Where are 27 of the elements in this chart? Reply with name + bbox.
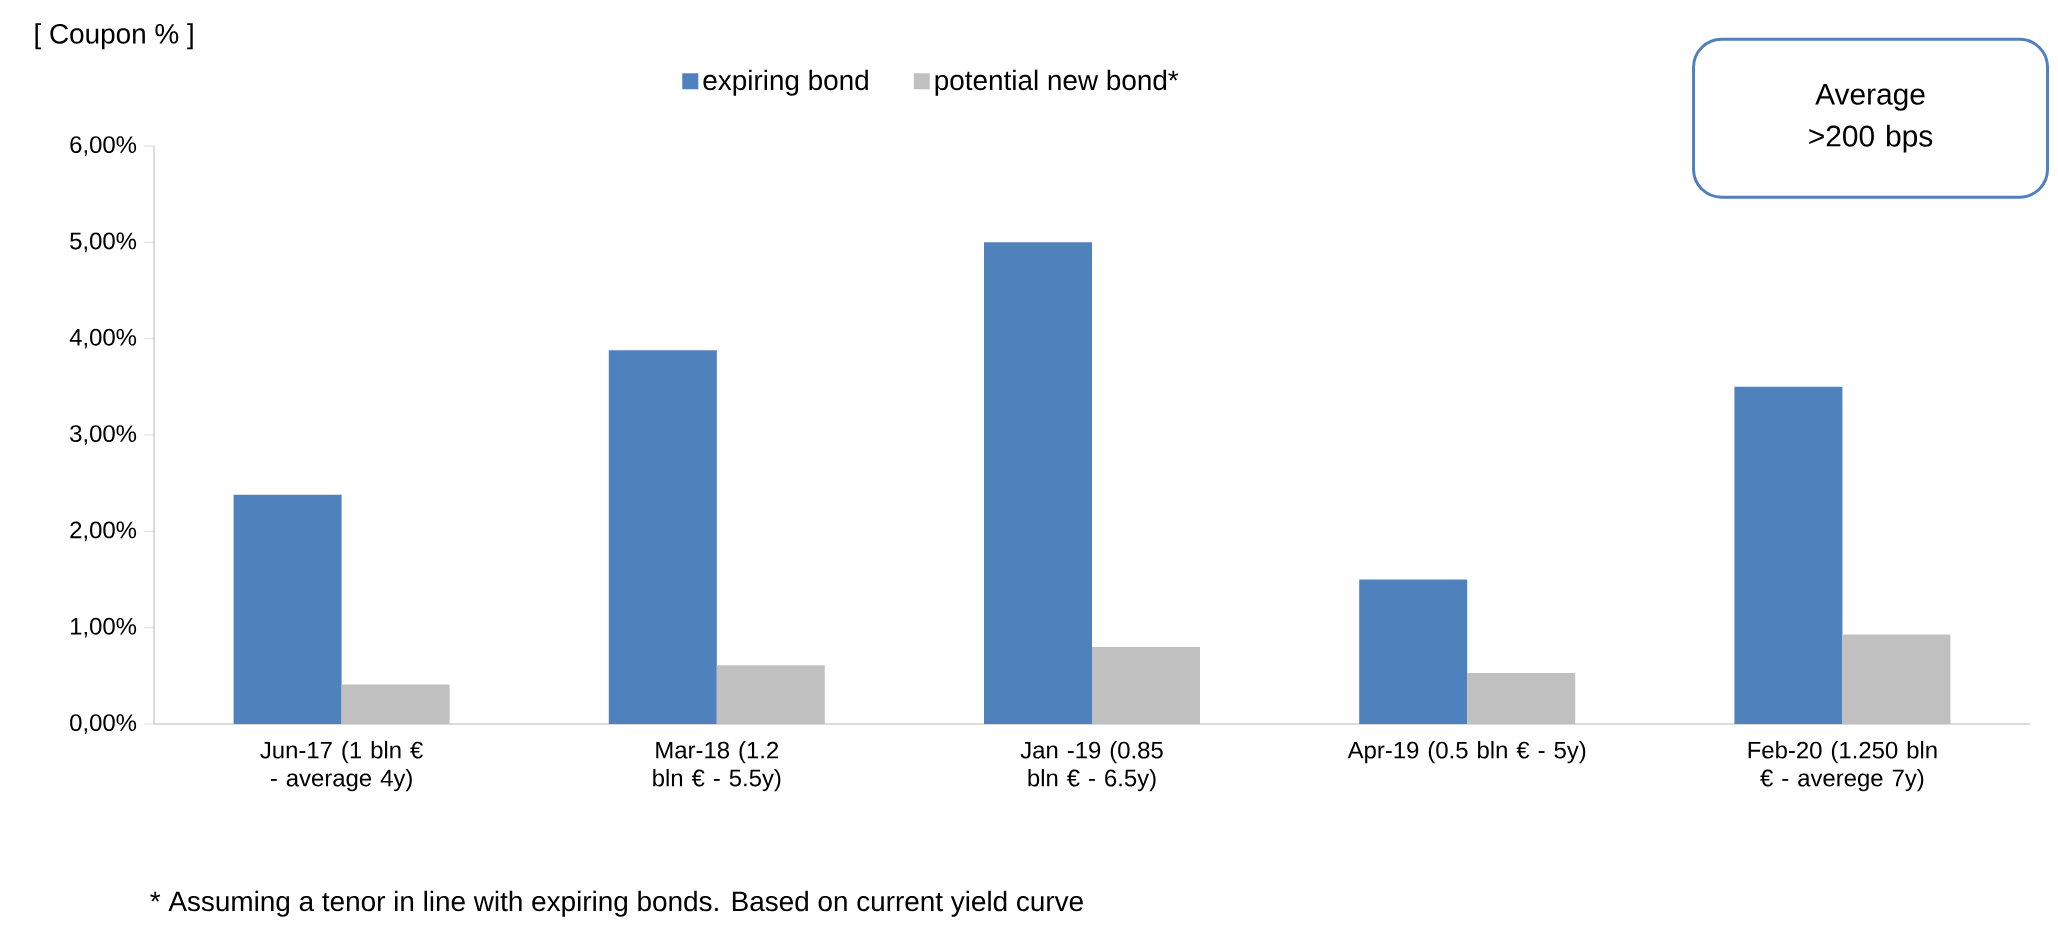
y-tick-label: 2,00% — [70, 521, 137, 542]
x-tick-label: Jan -19 (0.85 bln € - 6.5y) — [1020, 741, 1163, 792]
y-axis-title: [ Coupon % ] — [35, 23, 193, 50]
bar — [1467, 672, 1576, 724]
y-tick-label: 0,00% — [70, 714, 137, 734]
bar — [341, 684, 450, 724]
text: * Assuming a tenor in line with expiring bonds. Based on current yield curve — [150, 890, 1083, 917]
x-tick-label: Mar-18 (1.2 bln € - 5.5y) — [653, 741, 781, 792]
bar — [984, 242, 1093, 724]
y-tick-label: 4,00% — [69, 328, 137, 349]
bar — [1842, 634, 1951, 724]
x-tick-label: Jun-17 (1 bln € - average 4y) — [260, 741, 423, 792]
bar — [716, 665, 825, 724]
bar — [1359, 579, 1468, 724]
x-tick-label: Feb-20 (1.250 bln € - averege 7y) — [1748, 741, 1937, 792]
x-tick-label: Apr-19 (0.5 bln € - 5y) — [1347, 741, 1586, 764]
bar — [233, 494, 342, 724]
annotation: Average >200 bps — [1809, 83, 1933, 153]
bar — [1734, 386, 1843, 724]
bar — [1092, 646, 1201, 724]
y-tick-label: 6,00% — [70, 136, 137, 156]
bar — [608, 350, 717, 724]
y-tick-label: 3,00% — [70, 425, 137, 445]
legend-label: expiring bond — [703, 69, 868, 96]
y-tick-label: 1,00% — [70, 617, 137, 638]
y-tick-label: 5,00% — [70, 232, 137, 253]
legend-label: potential new bond* — [935, 69, 1179, 96]
